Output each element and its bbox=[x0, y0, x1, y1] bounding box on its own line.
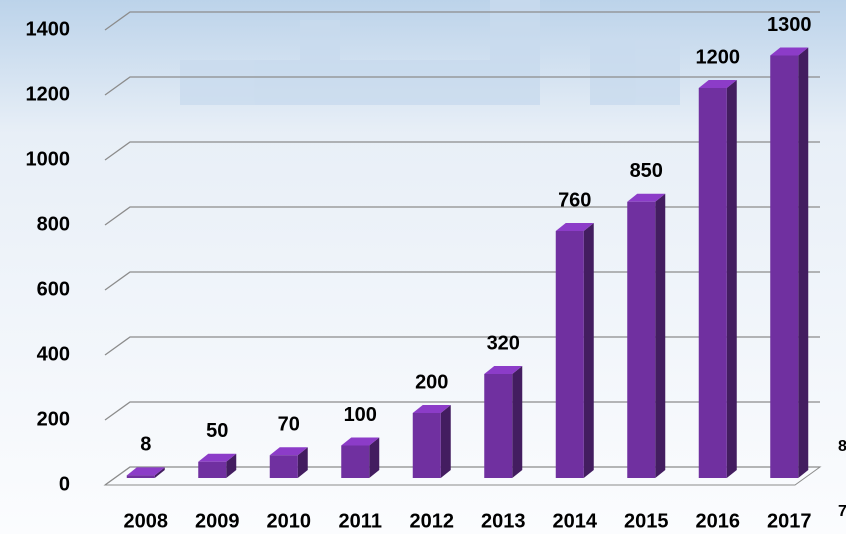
x-tick-label: 2010 bbox=[267, 510, 312, 532]
bar-top bbox=[269, 447, 308, 456]
bar bbox=[198, 453, 237, 478]
bar-front bbox=[126, 475, 155, 478]
y-tick-label: 200 bbox=[37, 408, 70, 430]
bar-front bbox=[198, 461, 227, 478]
bar-front bbox=[269, 455, 298, 478]
value-label: 320 bbox=[487, 332, 520, 354]
x-tick-label: 2009 bbox=[195, 510, 240, 532]
value-label: 8 bbox=[140, 434, 151, 456]
y-tick-label: 1400 bbox=[26, 18, 71, 40]
x-tick-label: 2012 bbox=[410, 510, 455, 532]
value-label: 850 bbox=[630, 160, 663, 182]
bar-side bbox=[583, 223, 594, 478]
bar-front bbox=[698, 88, 727, 478]
bar-front bbox=[627, 201, 656, 478]
bar-top bbox=[698, 80, 737, 88]
bar-side bbox=[226, 453, 237, 478]
x-tick-label: 2014 bbox=[553, 510, 598, 532]
bar-front bbox=[341, 445, 370, 478]
bar-top bbox=[770, 47, 809, 56]
bar bbox=[627, 193, 666, 478]
grid-line bbox=[104, 206, 820, 226]
y-tick-label: 400 bbox=[37, 343, 70, 365]
edge-fragment: 8 bbox=[838, 438, 846, 455]
value-label: 100 bbox=[344, 404, 377, 426]
skyline bbox=[180, 0, 680, 105]
x-tick-label: 2015 bbox=[624, 510, 669, 532]
bar-side bbox=[154, 467, 165, 478]
bar-side bbox=[297, 447, 308, 478]
bar-front bbox=[412, 413, 441, 478]
bar-top bbox=[126, 467, 165, 476]
value-label: 70 bbox=[278, 414, 300, 436]
grid-line bbox=[104, 141, 820, 161]
bar bbox=[412, 405, 451, 478]
value-label: 1200 bbox=[696, 46, 741, 68]
bar bbox=[698, 80, 737, 478]
bar-top bbox=[484, 366, 523, 374]
bar-top bbox=[412, 405, 451, 413]
value-label: 760 bbox=[558, 189, 591, 211]
y-tick-label: 800 bbox=[37, 213, 70, 235]
bar-top bbox=[555, 223, 594, 231]
bar bbox=[484, 366, 523, 478]
x-tick-label: 2008 bbox=[124, 510, 169, 532]
bar-front bbox=[770, 55, 799, 478]
value-label: 1300 bbox=[767, 14, 812, 36]
grid-line bbox=[104, 76, 820, 96]
edge-fragment: 7 bbox=[838, 503, 846, 520]
bar-top bbox=[198, 453, 237, 462]
y-tick-label: 1200 bbox=[26, 83, 71, 105]
value-label: 200 bbox=[415, 371, 448, 393]
bar-side bbox=[440, 405, 451, 478]
bar-side bbox=[369, 437, 380, 478]
bar-side bbox=[798, 47, 809, 478]
bar-front bbox=[555, 231, 584, 478]
bar-side bbox=[655, 193, 666, 478]
x-tick-label: 2013 bbox=[481, 510, 526, 532]
grid-line bbox=[104, 11, 820, 31]
bar bbox=[555, 223, 594, 478]
bar bbox=[770, 47, 809, 478]
x-tick-label: 2017 bbox=[767, 510, 812, 532]
bar bbox=[341, 437, 380, 478]
bar-top bbox=[627, 193, 666, 202]
y-tick-label: 1000 bbox=[26, 148, 71, 170]
y-tick-label: 0 bbox=[59, 473, 70, 495]
x-tick-label: 2016 bbox=[696, 510, 741, 532]
bar bbox=[269, 447, 308, 478]
bar-side bbox=[512, 366, 523, 478]
bar bbox=[126, 467, 165, 478]
y-tick-label: 600 bbox=[37, 278, 70, 300]
bar-top bbox=[341, 437, 380, 446]
x-tick-label: 2011 bbox=[339, 510, 382, 532]
value-label: 50 bbox=[206, 420, 228, 442]
bar-front bbox=[484, 374, 513, 478]
bar-side bbox=[726, 80, 737, 478]
